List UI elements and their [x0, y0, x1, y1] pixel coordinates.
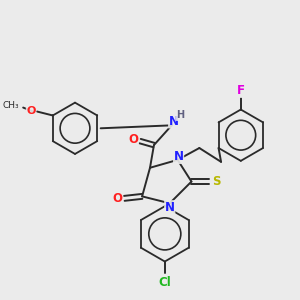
- Text: N: N: [174, 150, 184, 164]
- Text: O: O: [26, 106, 36, 116]
- Text: S: S: [212, 175, 220, 188]
- Text: H: H: [176, 110, 185, 121]
- Text: F: F: [237, 84, 245, 97]
- Text: N: N: [169, 115, 179, 128]
- Text: CH₃: CH₃: [3, 101, 19, 110]
- Text: O: O: [128, 133, 138, 146]
- Text: N: N: [165, 201, 175, 214]
- Text: Cl: Cl: [158, 276, 171, 289]
- Text: O: O: [112, 192, 122, 205]
